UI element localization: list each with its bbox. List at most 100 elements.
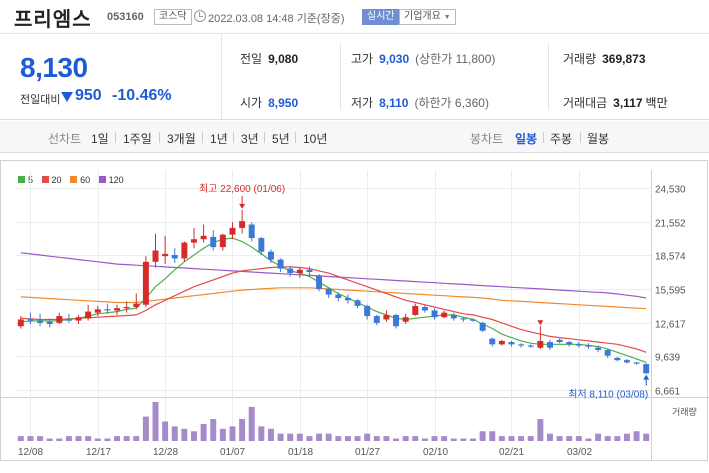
volume-bar [94, 438, 101, 441]
current-price: 8,130 [20, 52, 88, 83]
y-tick-label: 15,595 [655, 286, 686, 297]
candle [219, 234, 226, 248]
candle [489, 338, 496, 345]
x-tick-label: 01/27 [355, 447, 380, 458]
volume-bar [498, 436, 505, 441]
volume-bar [508, 436, 515, 441]
tab-3m[interactable]: 3개월 [167, 132, 196, 146]
volume-bar [546, 433, 553, 441]
ma20-line [20, 266, 647, 353]
quote-panel: 8,130 전일대비 950 -10.46% 전일 9,080 고가 9,030 (상… [0, 34, 709, 120]
ma120-line [20, 252, 647, 299]
candle [200, 235, 207, 240]
volume-bar [267, 428, 274, 441]
candle [643, 364, 650, 374]
candle [171, 255, 178, 259]
tab-daily[interactable]: 일봉 [515, 132, 538, 146]
candle [479, 322, 486, 331]
candle [267, 251, 274, 260]
tab-10y[interactable]: 10년 [303, 132, 328, 146]
volume-bar [56, 438, 63, 441]
amount-label: 거래대금 [563, 96, 608, 110]
candle [537, 340, 544, 348]
candle [85, 311, 92, 319]
x-tick-label: 02/21 [499, 447, 524, 458]
tab-1w[interactable]: 1주일 [123, 132, 152, 146]
lower-limit: (하한가 6,360) [414, 96, 489, 110]
volume-bar [37, 436, 44, 441]
company-info-dropdown[interactable]: 기업개요 ▼ [399, 9, 456, 25]
prev-close-stat: 전일 9,080 [240, 50, 298, 67]
candle [344, 297, 351, 301]
x-tick-label: 12/28 [153, 447, 178, 458]
open-stat: 시가 8,950 [240, 94, 298, 111]
volume-bar [460, 438, 467, 441]
candle [191, 239, 197, 243]
volume-value: 369,873 [602, 52, 646, 66]
market-badge: 코스닥 [154, 9, 192, 25]
candle [296, 269, 303, 274]
volume-bar [421, 438, 428, 441]
tab-1d[interactable]: 1일 [91, 132, 109, 146]
chevron-down-icon: ▼ [443, 14, 451, 21]
stock-name: 프리엠스 [14, 9, 92, 31]
candle [623, 360, 630, 363]
volume-bar [27, 436, 34, 441]
volume-bar [277, 433, 284, 441]
prev-close-label: 전일 [240, 52, 263, 66]
upper-limit: (상한가 11,800) [415, 52, 496, 66]
candle [210, 236, 217, 248]
volume-bar [171, 426, 178, 441]
candle [614, 357, 621, 361]
volume-bar [17, 436, 24, 441]
volume-bar [518, 436, 525, 441]
volume-bar [479, 431, 486, 441]
price-change-percent: -10.46% [112, 87, 172, 104]
y-tick-label: 9,639 [655, 353, 680, 364]
quote-datetime: 2022.03.08 14:48 기준(장중) [208, 13, 345, 25]
y-tick-label: 24,530 [655, 185, 686, 196]
volume-bar [306, 436, 313, 441]
high-annotation: 최고 22,600 (01/06) [199, 183, 285, 195]
x-tick-label: 03/02 [567, 447, 592, 458]
tab-5y[interactable]: 5년 [272, 132, 290, 146]
volume-bar [65, 436, 72, 441]
volume-bar [614, 436, 621, 441]
open-value: 8,950 [268, 96, 299, 110]
candle [123, 307, 130, 309]
volume-bar [364, 433, 371, 441]
volume-bar [296, 433, 303, 441]
tab-3y[interactable]: 3년 [241, 132, 259, 146]
volume-bar [152, 402, 159, 441]
low-stat: 저가 8,110 (하한가 6,360) [351, 94, 489, 111]
tab-weekly[interactable]: 주봉 [550, 132, 573, 146]
down-triangle-icon [61, 92, 73, 102]
price-change: 950 [75, 87, 102, 104]
y-tick-label: 18,574 [655, 252, 686, 263]
candle [373, 316, 380, 323]
candle [393, 314, 400, 327]
volume-bar [104, 438, 111, 441]
candle [114, 308, 121, 311]
low-arrowhead [643, 374, 650, 380]
volume-bar [354, 436, 361, 441]
high-label: 고가 [351, 52, 374, 66]
volume-bar [325, 433, 332, 441]
volume-bar [114, 436, 121, 441]
open-label: 시가 [240, 96, 263, 110]
candle [508, 342, 515, 345]
candle [27, 319, 34, 321]
tab-1y[interactable]: 1년 [210, 132, 228, 146]
volume-label: 거래량 [563, 52, 597, 66]
candle [162, 253, 169, 257]
candle [604, 349, 611, 356]
candle [17, 319, 24, 327]
tab-monthly[interactable]: 월봉 [587, 132, 610, 146]
candle [441, 312, 448, 318]
volume-bar [123, 436, 130, 441]
volume-bar [575, 436, 582, 441]
y-tick-label: 21,552 [655, 219, 686, 230]
x-tick-label: 12/17 [86, 447, 111, 458]
company-info-label: 기업개요 [404, 11, 441, 22]
